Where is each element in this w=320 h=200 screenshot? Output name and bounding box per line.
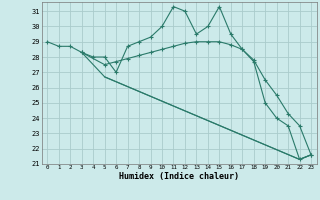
X-axis label: Humidex (Indice chaleur): Humidex (Indice chaleur) [119, 172, 239, 181]
